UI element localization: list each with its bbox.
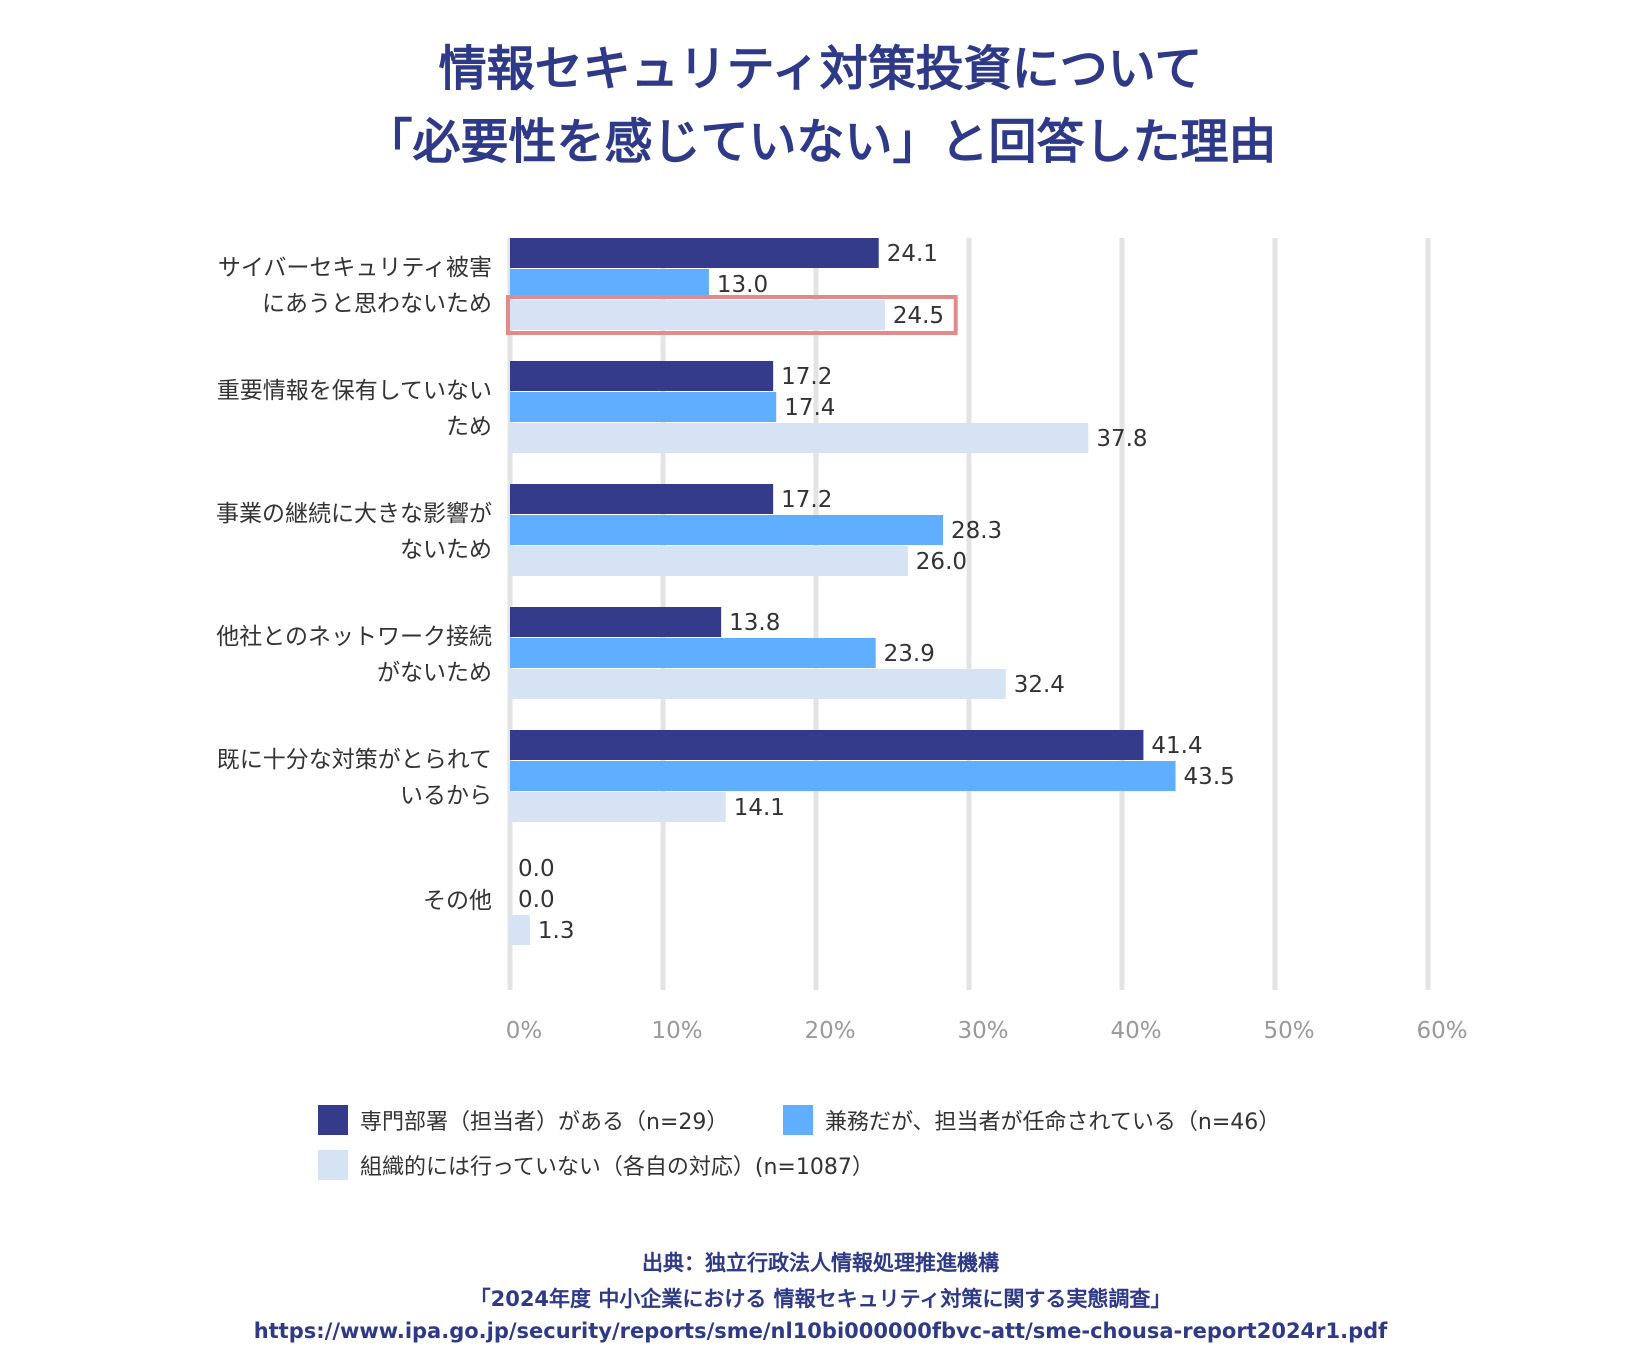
category-label: 重要情報を保有していない xyxy=(217,378,492,404)
value-label: 17.2 xyxy=(781,487,832,513)
value-label: 41.4 xyxy=(1151,733,1202,759)
bar xyxy=(510,546,908,576)
category-label: サイバーセキュリティ被害 xyxy=(218,255,492,281)
category-label: 事業の継続に大きな影響が xyxy=(216,501,492,527)
value-label: 13.0 xyxy=(717,272,768,298)
legend-swatch-series2 xyxy=(783,1105,813,1135)
bar xyxy=(510,484,774,514)
source-report-title: 「2024年度 中小企業における 情報セキュリティ対策に関する実態調査」 xyxy=(469,1287,1172,1311)
value-label: 13.8 xyxy=(729,610,780,636)
legend-label-series1: 専門部署（担当者）がある（n=29） xyxy=(360,1110,729,1135)
highlight-box xyxy=(506,295,958,335)
legend-item-series2: 兼務だが、担当者が任命されている（n=46） xyxy=(783,1104,1280,1136)
chart-title-line2: 「必要性を感じていない」と回答した理由 xyxy=(364,114,1277,170)
legend-item-series3: 組織的には行っていない（各自の対応）(n=1087） xyxy=(318,1149,874,1181)
value-label: 28.3 xyxy=(951,518,1002,544)
bar xyxy=(510,269,709,299)
x-tick-label: 20% xyxy=(804,1018,855,1044)
category-label: 他社とのネットワーク接続 xyxy=(216,624,492,650)
value-label: 24.1 xyxy=(887,241,938,267)
legend-label-series2: 兼務だが、担当者が任命されている（n=46） xyxy=(825,1110,1281,1135)
x-tick-label: 60% xyxy=(1416,1018,1467,1044)
category-label: その他 xyxy=(423,888,492,914)
category-label: 既に十分な対策がとられて xyxy=(217,747,492,773)
value-label: 24.5 xyxy=(893,303,944,329)
x-tick-label: 10% xyxy=(651,1018,702,1044)
value-label: 32.4 xyxy=(1014,672,1065,698)
legend-item-series1: 専門部署（担当者）がある（n=29） xyxy=(318,1104,728,1136)
value-label: 17.4 xyxy=(784,395,835,421)
bar xyxy=(510,638,876,668)
value-label: 17.2 xyxy=(781,364,832,390)
bar xyxy=(510,515,943,545)
bar xyxy=(510,730,1144,760)
bar xyxy=(510,761,1176,791)
legend-swatch-series1 xyxy=(318,1105,348,1135)
x-tick-label: 30% xyxy=(957,1018,1008,1044)
source-url: https://www.ipa.go.jp/security/reports/s… xyxy=(253,1319,1388,1343)
chart-title-line1: 情報セキュリティ対策投資について xyxy=(438,41,1203,97)
value-label: 26.0 xyxy=(916,549,967,575)
category-label: にあうと思わないため xyxy=(262,291,492,317)
value-label: 14.1 xyxy=(734,795,785,821)
bar xyxy=(510,669,1006,699)
legend-label-series3: 組織的には行っていない（各自の対応）(n=1087） xyxy=(360,1155,874,1180)
value-label: 23.9 xyxy=(884,641,935,667)
category-label: いるから xyxy=(400,783,492,809)
x-tick-label: 40% xyxy=(1110,1018,1161,1044)
bar-chart: 0% 10% 20% 30% 40% 50% 60% サイバーセキュリティ被害にあうと思わない… xyxy=(216,238,1468,1044)
bar xyxy=(510,792,726,822)
bar xyxy=(510,423,1089,453)
bar xyxy=(510,361,774,391)
value-label: 0.0 xyxy=(518,887,555,913)
bar xyxy=(510,238,879,268)
category-label: ため xyxy=(446,414,492,440)
source-label: 出典：独立行政法人情報処理推進機構 xyxy=(642,1251,999,1275)
category-label: がないため xyxy=(377,660,492,686)
value-label: 43.5 xyxy=(1184,764,1235,790)
value-label: 0.0 xyxy=(518,856,555,882)
x-tick-label: 0% xyxy=(506,1018,543,1044)
category-label: ないため xyxy=(400,537,492,563)
value-label: 37.8 xyxy=(1096,426,1147,452)
bar xyxy=(510,607,722,637)
bar xyxy=(510,300,885,330)
bar xyxy=(510,915,530,945)
x-tick-label: 50% xyxy=(1263,1018,1314,1044)
legend-swatch-series3 xyxy=(318,1150,348,1180)
value-label: 1.3 xyxy=(538,918,575,944)
bar xyxy=(510,392,777,422)
